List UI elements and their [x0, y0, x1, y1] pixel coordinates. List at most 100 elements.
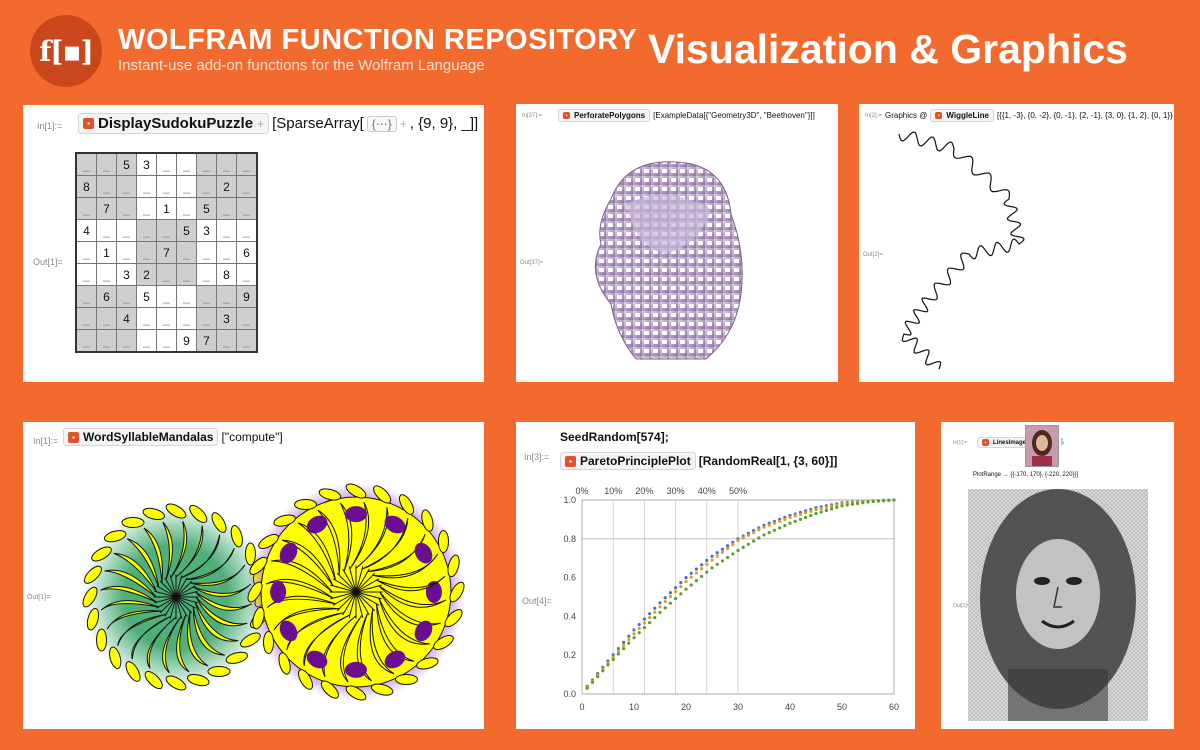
data-point: [793, 519, 797, 523]
data-point: [746, 533, 750, 537]
data-point: [616, 647, 620, 651]
sudoku-row: _ 1 _ _ 7 _ _ _ 6: [75, 241, 258, 264]
mandala-spoke: [156, 596, 177, 609]
mandala-spoke: [355, 591, 382, 600]
sudoku-cell: _: [216, 329, 237, 353]
data-point: [627, 634, 631, 638]
data-point: [876, 499, 880, 503]
data-point: [674, 596, 678, 601]
data-point: [616, 652, 620, 656]
sudoku-cell: _: [96, 263, 117, 286]
sudoku-cell: _: [156, 307, 177, 330]
data-point: [653, 610, 657, 614]
sudoku-cell: _: [156, 219, 177, 242]
data-point: [674, 589, 678, 594]
input-code[interactable]: ▪ ParetoPrinciplePlot [RandomReal[1, {3,…: [560, 452, 837, 470]
data-point: [736, 548, 740, 553]
data-point: [611, 653, 615, 657]
hatch-line: [968, 660, 1029, 721]
function-name: WiggleLine: [946, 111, 989, 120]
y-tick-label: 0.2: [563, 650, 576, 660]
input-code[interactable]: ▪ DisplaySudokuPuzzle + [SparseArray[ {⋯…: [78, 113, 478, 134]
data-point: [824, 505, 828, 509]
mandala-outer-petal: [207, 665, 231, 677]
sudoku-cell: _: [136, 197, 157, 220]
data-point: [668, 591, 672, 595]
mandala-outer-petal: [297, 669, 313, 690]
sudoku-cell: _: [216, 241, 237, 264]
mandala-spoke: [175, 596, 196, 609]
sudoku-cell: _: [236, 329, 258, 353]
mandala-purple-leaf: [414, 542, 433, 564]
hatch-line: [968, 664, 1025, 721]
mandala-outer-petal: [103, 530, 127, 543]
mandala-outer-petal: [230, 524, 243, 548]
data-point: [663, 596, 667, 600]
shoulders: [1008, 669, 1108, 721]
sudoku-cell: _: [75, 197, 97, 220]
mandala-spoke: [169, 575, 177, 598]
sudoku-row: _ 6 _ 5 _ _ _ _ 9: [75, 285, 258, 308]
mandala-outer-petal: [263, 631, 275, 654]
data-point: [694, 571, 698, 575]
data-point: [705, 562, 709, 567]
hatch-line: [1091, 489, 1148, 546]
function-chip[interactable]: ▪ DisplaySudokuPuzzle +: [78, 113, 270, 134]
function-chip[interactable]: ▪ WiggleLine: [930, 109, 994, 122]
input-code[interactable]: Graphics @ ▪ WiggleLine [{{1, -3}, {0, -…: [885, 109, 1174, 122]
sudoku-cell: _: [156, 329, 177, 353]
data-point: [845, 503, 849, 507]
hatch-line: [1107, 489, 1148, 530]
top-tick-label: 0%: [575, 486, 588, 496]
input-code[interactable]: ▪ WordSyllableMandalas ["compute"]: [63, 428, 283, 446]
sudoku-cell: _: [96, 307, 117, 330]
mandala-spoke: [175, 577, 188, 598]
mandala-outer-petal: [249, 556, 268, 575]
sudoku-cell: _: [136, 307, 157, 330]
data-point: [731, 540, 735, 544]
sudoku-cell: _: [236, 219, 258, 242]
function-chip[interactable]: ▪ LinesImage: [977, 437, 1032, 448]
sudoku-cell: _: [96, 152, 117, 176]
sudoku-row: _ _ 3 2 _ _ _ 8 _: [75, 263, 258, 286]
sudoku-cell: _: [156, 175, 177, 198]
function-chip[interactable]: ▪ WordSyllableMandalas: [63, 428, 219, 446]
sudoku-cell: _: [116, 175, 137, 198]
function-icon: ▪: [83, 118, 94, 129]
function-chip[interactable]: ▪ ParetoPrinciplePlot: [560, 452, 696, 470]
data-point: [705, 570, 709, 574]
y-tick-label: 0.0: [563, 689, 576, 699]
input-label: In[1]:=: [37, 121, 63, 131]
sudoku-cell: 6: [236, 241, 258, 264]
sudoku-cell: 3: [196, 219, 217, 242]
data-point: [668, 595, 672, 599]
mandala-petal: [190, 564, 246, 586]
data-point: [871, 499, 875, 504]
x-tick-label: 40: [785, 702, 795, 712]
mandala-spoke: [355, 591, 380, 606]
data-point: [606, 663, 610, 667]
sudoku-row: _ _ 5 3 _ _ _ _ _: [75, 152, 258, 176]
hatch-line: [968, 644, 1045, 721]
top-tick-label: 10%: [604, 486, 622, 496]
mandala-petal: [146, 616, 177, 669]
data-point: [648, 612, 652, 616]
left-eye: [1034, 577, 1050, 585]
hatch-line: [1107, 680, 1148, 721]
sudoku-cell: 4: [75, 219, 97, 242]
output-label: Out[2]=: [863, 252, 883, 258]
mandala-outer-petal: [83, 565, 102, 584]
code-text: [{{1, -3}, {0, -2}, {0, -1}, {2, -1}, {3…: [996, 111, 1174, 120]
hatch-line: [1087, 660, 1148, 721]
mandala-spoke: [175, 596, 188, 617]
function-chip[interactable]: ▪ PerforatePolygons: [558, 109, 651, 122]
data-point: [798, 512, 802, 516]
seed-code[interactable]: SeedRandom[574];: [560, 430, 669, 444]
elided-data-chip[interactable]: {⋯}: [366, 115, 397, 132]
input-code[interactable]: ▪ PerforatePolygons [ExampleData[{"Geome…: [558, 109, 815, 122]
mandala-petal: [273, 607, 340, 631]
data-point: [627, 638, 631, 642]
mandala-outer-petal: [82, 586, 98, 608]
data-point: [726, 555, 730, 560]
y-tick-label: 0.4: [563, 611, 576, 621]
